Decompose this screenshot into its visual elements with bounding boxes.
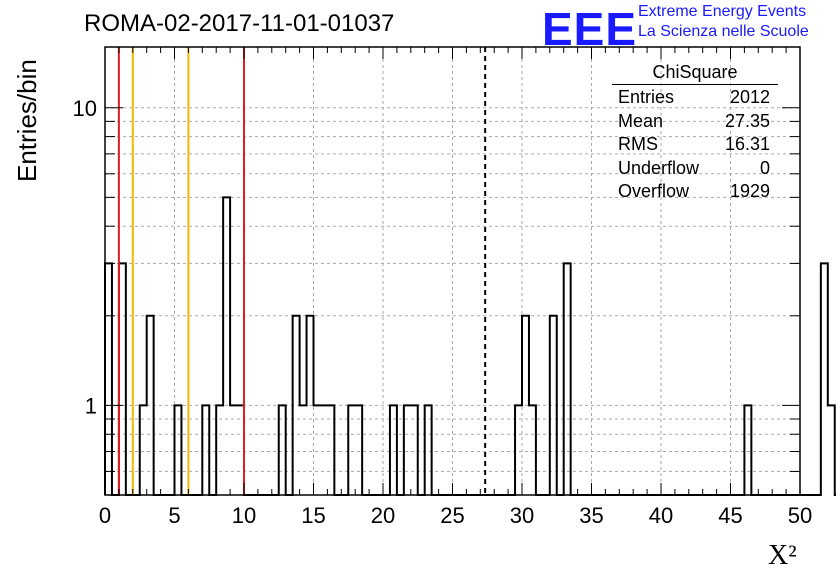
histogram-bin — [140, 405, 147, 495]
stats-row: Entries 2012 — [608, 87, 778, 111]
histogram-bin — [223, 197, 230, 495]
histogram-bin — [390, 405, 397, 495]
x-tick-label: 10 — [232, 503, 256, 528]
histogram-bin — [105, 263, 112, 495]
x-tick-label: 45 — [718, 503, 742, 528]
stats-row-label: Entries — [618, 87, 675, 107]
x-tick-label: 5 — [168, 503, 180, 528]
histogram-bin — [216, 405, 223, 495]
histogram-bin — [515, 405, 522, 495]
histogram-bin — [230, 405, 237, 495]
stats-box: ChiSquare Entries 2012 Mean 27.35 RMS 16.31 Un… — [608, 62, 778, 205]
stats-row-value: 27.35 — [724, 110, 770, 131]
histogram-bin — [307, 316, 314, 495]
histogram-bin — [744, 405, 751, 495]
histogram-bin — [279, 405, 286, 495]
histogram-bin — [355, 405, 362, 495]
y-tick-label: 10 — [73, 96, 97, 121]
grid-lines — [105, 47, 800, 495]
stats-row-label: RMS — [618, 134, 658, 154]
stats-row-label: Overflow — [618, 181, 690, 201]
histogram-bin — [522, 316, 529, 495]
histogram-bin — [821, 263, 828, 495]
histogram-bin — [175, 405, 182, 495]
stats-row: RMS 16.31 — [608, 134, 778, 158]
histogram-bin — [404, 405, 411, 495]
x-tick-label: 30 — [510, 503, 534, 528]
histogram-bin — [327, 405, 334, 495]
x-tick-label: 20 — [371, 503, 395, 528]
stats-row-value: 0 — [759, 157, 770, 178]
logo-line-1: Extreme Energy Events — [638, 3, 807, 20]
histogram-bin — [202, 405, 209, 495]
x-tick-label: 40 — [649, 503, 673, 528]
histogram-bin — [411, 405, 418, 495]
chart-title: ROMA-02-2017-11-01-01037 — [84, 10, 395, 37]
histogram-bin — [119, 263, 126, 495]
x-tick-label: 15 — [301, 503, 325, 528]
axis-ticks: 0 5 10 15 20 25 30 35 40 45 50 1 10 — [73, 47, 812, 528]
stats-row-value: 2012 — [729, 87, 770, 107]
histogram-bin — [425, 405, 432, 495]
y-tick-label: 1 — [85, 393, 97, 418]
histogram-bin — [564, 263, 571, 495]
stats-row-value: 16.31 — [724, 134, 770, 154]
x-axis-label: X² — [768, 540, 797, 571]
stats-row-label: Underflow — [618, 157, 700, 178]
stats-row: Mean 27.35 — [608, 111, 778, 135]
histogram-bin — [348, 405, 355, 495]
eee-logo: EEE — [542, 3, 638, 55]
histogram-bin — [300, 405, 307, 495]
stats-row-label: Mean — [618, 110, 664, 131]
histogram-bin — [828, 405, 835, 495]
stats-row: Overflow 1929 — [608, 181, 778, 205]
marker-lines — [117, 47, 487, 495]
x-tick-label: 0 — [99, 503, 111, 528]
y-axis-label: Entries/bin — [12, 59, 42, 182]
stats-row-value: 1929 — [729, 181, 770, 201]
x-tick-label: 50 — [788, 503, 812, 528]
stats-title: ChiSquare — [612, 62, 778, 85]
histogram-bin — [237, 405, 244, 495]
x-tick-label: 25 — [440, 503, 464, 528]
histogram-bin — [293, 316, 300, 495]
histogram-bin — [147, 316, 154, 495]
histogram-bin — [320, 405, 327, 495]
histogram-bin — [550, 316, 557, 495]
stats-row: Underflow 0 — [608, 158, 778, 182]
logo-line-2: La Scienza nelle Scuole — [638, 23, 809, 40]
histogram-bin — [529, 405, 536, 495]
x-tick-label: 35 — [579, 503, 603, 528]
histogram-bin — [314, 405, 321, 495]
